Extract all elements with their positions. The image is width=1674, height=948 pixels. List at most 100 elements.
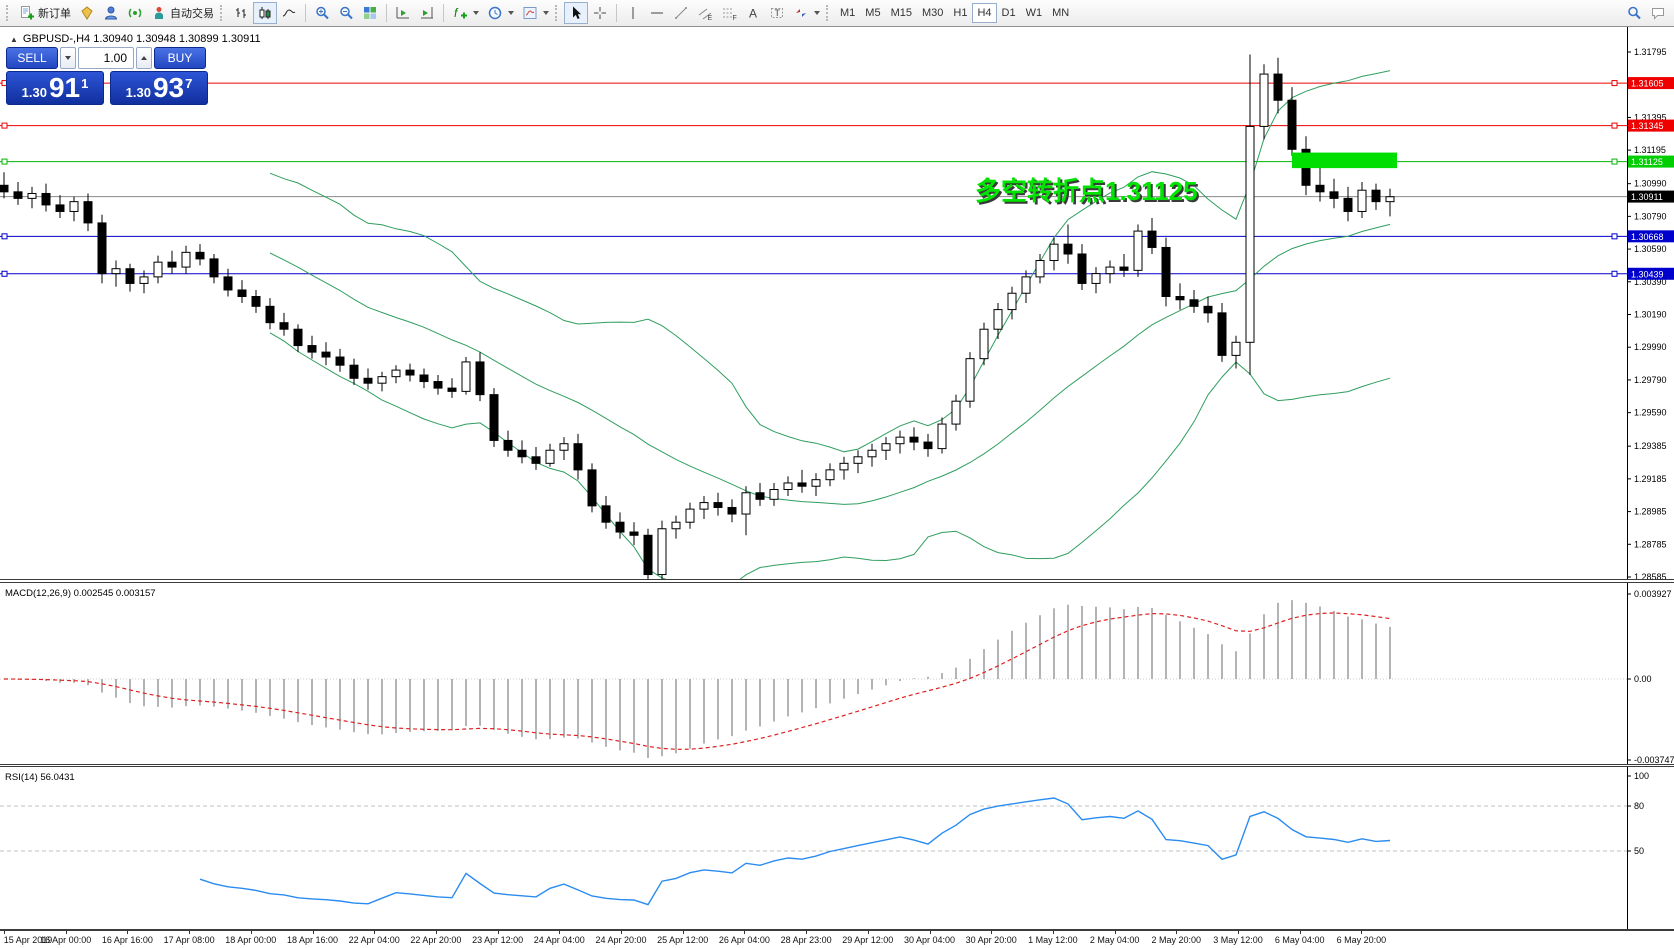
toolbar-separator [616, 4, 617, 22]
line-handle[interactable] [1611, 122, 1618, 129]
toolbar-grip[interactable] [6, 5, 11, 21]
volume-decrease-button[interactable] [60, 47, 76, 69]
line-handle[interactable] [1611, 80, 1618, 87]
timeframe-m30[interactable]: M30 [917, 3, 948, 23]
volume-input[interactable] [78, 47, 134, 69]
timeframe-mn[interactable]: MN [1047, 3, 1074, 23]
toolbar-grip[interactable] [826, 5, 831, 21]
price-chart-canvas[interactable]: 多空转折点1.31125多空转折点1.311251.317951.313951.… [0, 27, 1674, 579]
timeframe-h1[interactable]: H1 [948, 3, 972, 23]
chat-icon [1652, 8, 1664, 20]
toolbar-grip[interactable] [220, 5, 225, 21]
trendline-button[interactable] [669, 2, 693, 24]
toolbar: 新订单 自动交易 [0, 0, 1674, 27]
time-tick [65, 931, 67, 934]
vertical-line-icon [632, 7, 634, 19]
time-tick [1052, 931, 1054, 934]
metaeditor-button[interactable] [75, 2, 99, 24]
clock-icon [488, 6, 502, 20]
horizontal-line-button[interactable] [645, 2, 669, 24]
time-tick [312, 931, 314, 934]
rsi-canvas[interactable]: RSI(14) 56.0431 100 80 50 [0, 767, 1674, 929]
price-chart-panel[interactable]: 多空转折点1.31125 多空转折点1.31125 1.31795 1.31395 1.… [0, 27, 1674, 579]
macd-label: MACD(12,26,9) 0.002545 0.003157 [5, 588, 156, 599]
timeframe-m1[interactable]: M1 [835, 3, 860, 23]
time-axis-label: 28 Apr 23:00 [780, 935, 832, 945]
text-label-button[interactable]: T [765, 2, 789, 24]
text-label-icon: T [771, 8, 783, 18]
highlight-rectangle[interactable] [1292, 152, 1397, 169]
price-axis[interactable] [1628, 27, 1674, 579]
equidistant-channel-button[interactable]: E [693, 2, 717, 24]
toolbar-separator [386, 4, 387, 22]
text-button[interactable]: A [741, 2, 765, 24]
candlestick-chart-button[interactable] [253, 2, 277, 24]
time-axis[interactable]: 15 Apr 2019 16 Apr 00:00 16 Apr 16:00 17 Ap… [0, 931, 1674, 948]
indicators-button[interactable]: f [448, 2, 483, 24]
line-chart-button[interactable] [277, 2, 301, 24]
macd-signal-line [3, 612, 1391, 750]
macd-canvas[interactable]: MACD(12,26,9) 0.002545 0.003157 0.003927 0… [0, 583, 1674, 764]
dropdown-caret-icon [543, 11, 549, 15]
chart-annotation[interactable]: 多空转折点1.31125 [975, 176, 1198, 206]
panel-splitter[interactable] [0, 929, 1674, 931]
timeframe-h4[interactable]: H4 [972, 3, 997, 23]
line-handle[interactable] [1611, 158, 1618, 165]
macd-axis[interactable] [1628, 583, 1674, 764]
auto-scroll-button[interactable] [391, 2, 415, 24]
timeframe-d1[interactable]: D1 [997, 3, 1021, 23]
price-label-box [1628, 77, 1674, 90]
rsi-axis[interactable] [1628, 767, 1674, 929]
tile-windows-button[interactable] [358, 2, 382, 24]
zoom-out-button[interactable] [334, 2, 358, 24]
open-account-button[interactable] [99, 2, 123, 24]
line-chart-icon [282, 9, 296, 17]
autotrading-button[interactable]: 自动交易 [147, 2, 218, 24]
rsi-panel[interactable]: RSI(14) 56.0431 100 80 50 [0, 767, 1674, 929]
crosshair-button[interactable] [588, 2, 612, 24]
fibonacci-button[interactable]: F [717, 2, 741, 24]
sell-price-button[interactable]: 1.30 91 1 [6, 71, 104, 105]
time-tick [497, 931, 499, 934]
macd-panel[interactable]: MACD(12,26,9) 0.002545 0.003157 0.003927 0… [0, 583, 1674, 764]
auto-scroll-icon [396, 7, 409, 19]
line-handle[interactable] [1, 158, 8, 165]
line-handle[interactable] [1611, 270, 1618, 277]
templates-button[interactable] [518, 2, 553, 24]
time-tick [991, 931, 993, 934]
chart-shift-button[interactable] [415, 2, 439, 24]
panel-splitter[interactable] [0, 579, 1674, 583]
cursor-button[interactable] [564, 2, 588, 24]
bar-chart-button[interactable] [229, 2, 253, 24]
toolbar-grip[interactable] [555, 5, 560, 21]
panel-splitter[interactable] [0, 764, 1674, 767]
timeframe-w1[interactable]: W1 [1021, 3, 1048, 23]
collapse-icon[interactable]: ▲ [10, 34, 18, 44]
search-button[interactable] [1622, 2, 1646, 24]
chat-button[interactable] [1646, 2, 1670, 24]
time-axis-label: 22 Apr 04:00 [348, 935, 400, 945]
timeframe-m5[interactable]: M5 [860, 3, 885, 23]
arrows-button[interactable] [789, 2, 824, 24]
new-order-button[interactable]: 新订单 [15, 2, 75, 24]
symbol-ohlc-text: GBPUSD-,H4 1.30940 1.30948 1.30899 1.309… [22, 33, 261, 45]
zoom-in-button[interactable] [310, 2, 334, 24]
line-handle[interactable] [1, 122, 8, 129]
volume-increase-button[interactable] [136, 47, 152, 69]
line-handle[interactable] [1, 270, 8, 277]
time-tick [250, 931, 252, 934]
buy-price-button[interactable]: 1.30 93 7 [110, 71, 208, 105]
vertical-line-button[interactable] [621, 2, 645, 24]
svg-text:E: E [708, 15, 713, 21]
sell-button[interactable]: SELL [6, 47, 58, 69]
timeframe-m15[interactable]: M15 [886, 3, 917, 23]
time-tick [867, 931, 869, 934]
line-handle[interactable] [1611, 233, 1618, 240]
buy-price-pip: 7 [185, 75, 193, 91]
buy-button[interactable]: BUY [154, 47, 206, 69]
spin-down-icon [65, 56, 71, 60]
periods-button[interactable] [483, 2, 518, 24]
time-tick [189, 931, 191, 934]
signals-button[interactable] [123, 2, 147, 24]
line-handle[interactable] [1, 233, 8, 240]
